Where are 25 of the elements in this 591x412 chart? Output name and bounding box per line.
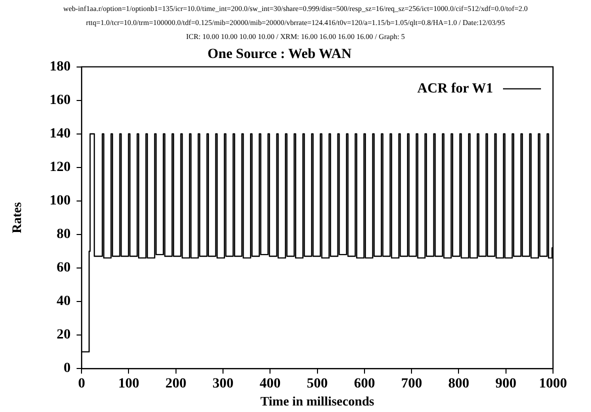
- y-tick-label: 100: [50, 194, 71, 209]
- x-tick-label: 200: [165, 376, 186, 392]
- y-axis-title: Rates: [9, 202, 24, 234]
- y-tick-label: 40: [56, 294, 71, 310]
- x-tick-label: 0: [78, 376, 86, 392]
- chart-title: One Source : Web WAN: [208, 47, 352, 62]
- y-tick-label: 60: [56, 260, 71, 276]
- y-tick-label: 120: [50, 160, 71, 176]
- x-tick-label: 700: [401, 376, 422, 392]
- y-tick-label: 0: [64, 361, 71, 376]
- legend-label: ACR for W1: [417, 81, 493, 96]
- x-tick-label: 1000: [539, 376, 567, 392]
- y-tick-label: 20: [56, 328, 71, 343]
- y-tick-label: 180: [50, 59, 71, 74]
- x-tick-label: 900: [495, 376, 516, 392]
- y-tick-label: 140: [50, 126, 71, 142]
- x-tick-label: 800: [448, 376, 470, 392]
- x-tick-label: 600: [354, 376, 375, 392]
- y-tick-label: 80: [56, 227, 71, 242]
- x-axis-title: Time in milliseconds: [260, 394, 374, 409]
- y-tick-label: 160: [50, 92, 71, 108]
- x-tick-label: 400: [260, 376, 281, 392]
- x-tick-label: 100: [118, 376, 140, 392]
- x-tick-label: 300: [212, 376, 234, 392]
- x-tick-label: 500: [306, 376, 328, 392]
